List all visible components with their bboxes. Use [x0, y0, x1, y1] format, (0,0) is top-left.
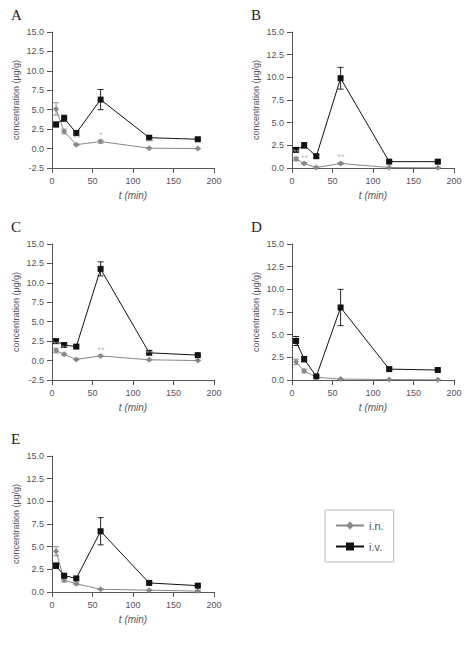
- svg-text:0.0: 0.0: [31, 356, 44, 366]
- svg-text:100: 100: [365, 388, 380, 398]
- svg-text:D: D: [251, 219, 262, 235]
- svg-text:B: B: [251, 7, 261, 23]
- svg-text:0: 0: [289, 176, 294, 186]
- svg-text:t (min): t (min): [359, 402, 387, 413]
- svg-text:**: **: [97, 345, 105, 355]
- svg-text:t (min): t (min): [119, 190, 147, 201]
- svg-text:150: 150: [166, 176, 181, 186]
- svg-text:0.0: 0.0: [31, 587, 44, 597]
- svg-text:12.5: 12.5: [266, 50, 284, 60]
- svg-text:7.5: 7.5: [31, 85, 44, 95]
- svg-text:50: 50: [327, 388, 337, 398]
- svg-text:**: **: [146, 348, 154, 358]
- svg-text:12.5: 12.5: [26, 258, 44, 268]
- svg-text:200: 200: [206, 176, 221, 186]
- svg-text:0.0: 0.0: [271, 375, 284, 385]
- svg-text:15.0: 15.0: [26, 451, 44, 461]
- svg-text:0: 0: [49, 600, 54, 610]
- svg-text:100: 100: [125, 388, 140, 398]
- svg-text:10.0: 10.0: [266, 72, 284, 82]
- svg-text:5.0: 5.0: [31, 542, 44, 552]
- svg-text:2.5: 2.5: [31, 124, 44, 134]
- svg-text:150: 150: [406, 388, 421, 398]
- svg-text:i.v.: i.v.: [369, 541, 382, 553]
- svg-text:50: 50: [87, 176, 97, 186]
- svg-text:10.0: 10.0: [26, 66, 44, 76]
- svg-text:100: 100: [365, 176, 380, 186]
- svg-text:**: **: [53, 339, 61, 349]
- svg-text:50: 50: [87, 600, 97, 610]
- svg-text:0: 0: [289, 388, 294, 398]
- svg-text:5.0: 5.0: [271, 118, 284, 128]
- svg-text:2.5: 2.5: [31, 336, 44, 346]
- svg-text:100: 100: [125, 600, 140, 610]
- svg-text:7.5: 7.5: [31, 297, 44, 307]
- svg-text:200: 200: [446, 176, 461, 186]
- svg-text:2.5: 2.5: [271, 140, 284, 150]
- svg-text:50: 50: [87, 388, 97, 398]
- svg-text:E: E: [11, 431, 20, 447]
- svg-text:15.0: 15.0: [26, 239, 44, 249]
- svg-text:**: **: [337, 152, 345, 162]
- svg-text:7.5: 7.5: [271, 307, 284, 317]
- svg-text:0: 0: [49, 176, 54, 186]
- svg-text:50: 50: [327, 176, 337, 186]
- svg-text:-2.5: -2.5: [28, 375, 44, 385]
- svg-text:10.0: 10.0: [26, 496, 44, 506]
- svg-text:C: C: [11, 219, 21, 235]
- svg-text:concentration (μg/g): concentration (μg/g): [11, 60, 21, 140]
- svg-text:200: 200: [446, 388, 461, 398]
- svg-text:5.0: 5.0: [31, 105, 44, 115]
- svg-text:concentration (μg/g): concentration (μg/g): [251, 60, 261, 140]
- svg-text:concentration (μg/g): concentration (μg/g): [11, 484, 21, 564]
- svg-text:12.5: 12.5: [266, 262, 284, 272]
- svg-text:A: A: [11, 7, 22, 23]
- svg-text:150: 150: [406, 176, 421, 186]
- svg-text:5.0: 5.0: [31, 317, 44, 327]
- svg-text:*: *: [99, 130, 103, 140]
- svg-text:15.0: 15.0: [266, 27, 284, 37]
- svg-text:**: **: [146, 137, 154, 147]
- svg-text:0.0: 0.0: [31, 144, 44, 154]
- svg-text:concentration (μg/g): concentration (μg/g): [251, 272, 261, 352]
- svg-text:150: 150: [166, 388, 181, 398]
- svg-text:t (min): t (min): [119, 402, 147, 413]
- svg-text:**: **: [293, 147, 301, 157]
- svg-text:5.0: 5.0: [271, 330, 284, 340]
- svg-text:12.5: 12.5: [26, 46, 44, 56]
- svg-text:0: 0: [49, 388, 54, 398]
- svg-text:12.5: 12.5: [26, 474, 44, 484]
- svg-text:2.5: 2.5: [271, 352, 284, 362]
- svg-text:**: **: [301, 153, 309, 163]
- svg-text:-2.5: -2.5: [28, 163, 44, 173]
- svg-text:15.0: 15.0: [26, 27, 44, 37]
- svg-text:i.n.: i.n.: [369, 520, 384, 532]
- svg-text:15.0: 15.0: [266, 239, 284, 249]
- svg-text:10.0: 10.0: [266, 284, 284, 294]
- svg-text:concentration (μg/g): concentration (μg/g): [11, 272, 21, 352]
- svg-text:t (min): t (min): [119, 614, 147, 625]
- svg-text:7.5: 7.5: [31, 519, 44, 529]
- svg-text:t (min): t (min): [359, 190, 387, 201]
- svg-text:7.5: 7.5: [271, 95, 284, 105]
- svg-text:2.5: 2.5: [31, 564, 44, 574]
- svg-text:**: **: [73, 133, 81, 143]
- svg-text:**: **: [61, 343, 69, 353]
- svg-text:200: 200: [206, 600, 221, 610]
- svg-text:200: 200: [206, 388, 221, 398]
- svg-text:10.0: 10.0: [26, 278, 44, 288]
- svg-text:150: 150: [166, 600, 181, 610]
- svg-text:100: 100: [125, 176, 140, 186]
- svg-text:0.0: 0.0: [271, 163, 284, 173]
